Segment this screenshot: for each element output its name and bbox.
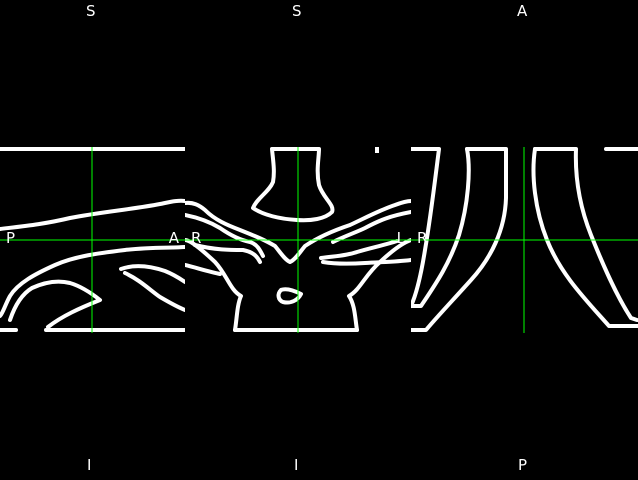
orientation-label-posterior: P [6, 229, 16, 247]
orientation-label-right: R [417, 229, 428, 247]
orientation-label-superior: S [292, 2, 302, 20]
axial-viewport[interactable]: A P R L [411, 0, 638, 480]
orientation-label-left: L [396, 229, 405, 247]
coronal-crosshair [185, 147, 411, 333]
coronal-outlines [185, 147, 411, 332]
orientation-label-anterior: A [517, 2, 528, 20]
orientation-label-right: R [191, 229, 202, 247]
sagittal-slice-image[interactable] [0, 0, 185, 480]
orientation-label-posterior: P [518, 456, 528, 474]
orientation-label-inferior: I [87, 456, 92, 474]
sagittal-crosshair [0, 147, 185, 333]
axial-slice-image[interactable] [411, 0, 638, 480]
coronal-viewport[interactable]: S I R L [185, 0, 411, 480]
axial-crosshair [411, 147, 638, 333]
orientation-label-anterior: A [168, 229, 179, 247]
orientation-label-inferior: I [294, 456, 299, 474]
orientation-label-superior: S [86, 2, 96, 20]
sagittal-outlines [0, 147, 185, 332]
coronal-marker-dot [375, 147, 379, 153]
sagittal-viewport[interactable]: S I P A [0, 0, 185, 480]
coronal-slice-image[interactable] [185, 0, 411, 480]
